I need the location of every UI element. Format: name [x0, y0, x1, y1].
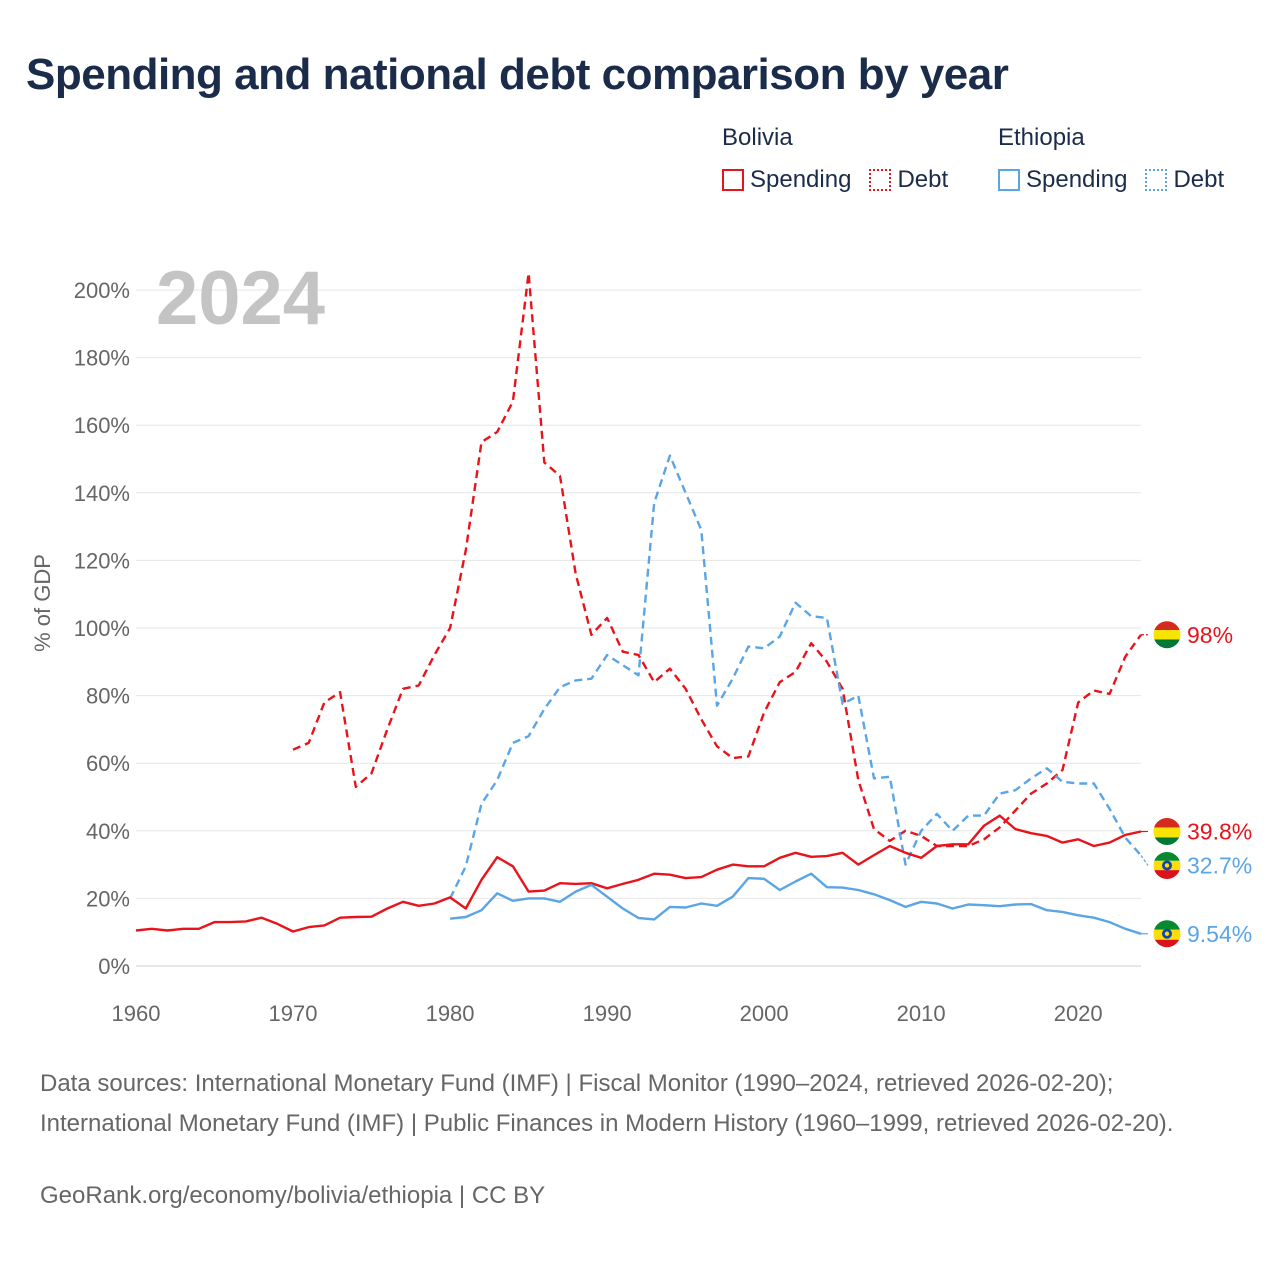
line-chart: 0% 20% 40% 60% 80% 100% 120% 140% 160% 180% 200% 19… — [30, 256, 1252, 1026]
legend-item-label: Spending — [750, 166, 852, 193]
x-tick-label: 2000 — [740, 1001, 789, 1026]
legend-swatch-solid-icon — [998, 169, 1020, 191]
ethiopia-flag-icon — [1152, 919, 1182, 949]
legend-group-title: Bolivia — [722, 124, 793, 151]
year-watermark: 2024 — [156, 256, 325, 341]
legend-group-ethiopia: Ethiopia Spending Debt — [998, 124, 1224, 194]
legend-swatch-solid-icon — [722, 169, 744, 191]
end-label-ethiopia-debt: 32.7% — [1187, 852, 1252, 878]
legend-item-ethiopia-debt[interactable]: Debt — [1145, 166, 1224, 194]
legend-group-title: Ethiopia — [998, 124, 1085, 151]
legend-group-bolivia: Bolivia Spending Debt — [722, 124, 948, 194]
legend-item-ethiopia-spending[interactable]: Spending — [998, 166, 1127, 194]
legend-item-bolivia-debt[interactable]: Debt — [869, 166, 948, 194]
credit-link[interactable]: GeoRank.org/economy/bolivia/ethiopia | C… — [40, 1182, 546, 1209]
legend-item-label: Spending — [1026, 166, 1128, 193]
y-tick-label: 60% — [86, 751, 130, 776]
page-title: Spending and national debt comparison by… — [26, 50, 1009, 99]
x-tick-label: 1970 — [269, 1001, 318, 1026]
legend-item-label: Debt — [897, 166, 949, 193]
series-line-ethiopia-spending[interactable] — [449, 872, 1142, 935]
x-tick-label: 1960 — [112, 1001, 161, 1026]
series-line-bolivia-spending[interactable] — [135, 814, 1142, 933]
x-tick-label: 1980 — [426, 1001, 475, 1026]
series-line-bolivia-debt[interactable] — [292, 271, 1142, 848]
legend-swatch-dotted-icon — [869, 169, 892, 191]
end-connector — [1140, 855, 1149, 866]
x-tick-label: 2020 — [1054, 1001, 1103, 1026]
y-tick-label: 200% — [74, 278, 130, 303]
y-tick-label: 140% — [74, 481, 130, 506]
bolivia-flag-icon — [1152, 620, 1182, 650]
end-label-bolivia-spending: 39.8% — [1187, 818, 1252, 844]
y-tick-label: 100% — [74, 616, 130, 641]
x-tick-label: 1990 — [583, 1001, 632, 1026]
bolivia-flag-icon — [1152, 816, 1182, 846]
y-tick-label: 20% — [86, 886, 130, 911]
data-sources: Data sources: International Monetary Fun… — [40, 1070, 1174, 1137]
ethiopia-flag-icon — [1152, 850, 1182, 880]
x-tick-label: 2010 — [897, 1001, 946, 1026]
y-tick-label: 180% — [74, 346, 130, 371]
y-tick-label: 0% — [98, 954, 130, 979]
end-label-bolivia-debt: 98% — [1187, 622, 1233, 648]
legend-item-label: Debt — [1173, 166, 1225, 193]
series-line-ethiopia-debt[interactable] — [449, 454, 1142, 899]
legend-swatch-dotted-icon — [1145, 169, 1168, 191]
y-tick-label: 40% — [86, 819, 130, 844]
legend-item-bolivia-spending[interactable]: Spending — [722, 166, 851, 194]
y-tick-label: 160% — [74, 413, 130, 438]
end-label-ethiopia-spending: 9.54% — [1187, 921, 1252, 947]
y-axis-label: % of GDP — [30, 554, 55, 652]
y-tick-label: 80% — [86, 684, 130, 709]
y-tick-label: 120% — [74, 548, 130, 573]
